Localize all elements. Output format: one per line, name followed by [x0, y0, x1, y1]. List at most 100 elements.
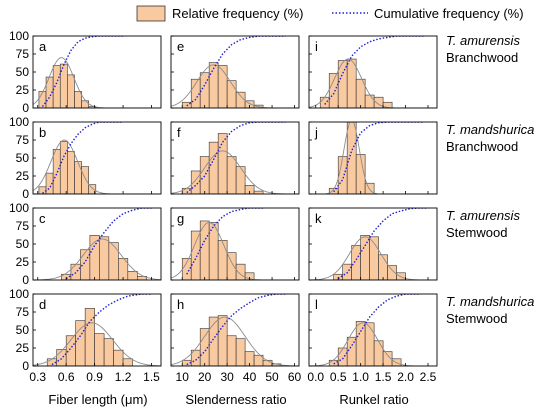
histogram-bar — [328, 73, 339, 108]
x-tick-label: 0.9 — [86, 370, 103, 384]
y-tick-label: 25 — [16, 341, 30, 355]
legend-relative-label: Relative frequency (%) — [172, 6, 304, 21]
histogram-bar — [364, 322, 375, 366]
histogram-bar — [373, 340, 384, 366]
cumulative-frequency-line — [51, 294, 152, 366]
y-tick-label: 75 — [16, 305, 30, 319]
panel-a: a — [32, 35, 162, 109]
panel-plot-area — [33, 36, 161, 108]
x-tick-label: 40 — [243, 370, 257, 384]
cumulative-frequency-line — [42, 122, 124, 194]
panel-plot-area — [171, 294, 299, 366]
cumulative-frequency-line — [186, 122, 286, 194]
normal-fit-curve — [33, 322, 161, 366]
y-tick-label: 50 — [16, 65, 30, 79]
panel-plot-area — [309, 294, 437, 366]
xlabel-slenderness-ratio: Slenderness ratio — [185, 392, 286, 407]
y-tick-label: 75 — [16, 47, 30, 61]
histogram-bar — [217, 133, 228, 194]
row-label-tissue-1: Branchwood — [446, 50, 518, 65]
histogram-bar — [360, 235, 370, 280]
panel-plot-area — [33, 208, 161, 280]
panel-plot-area — [309, 36, 437, 108]
panel-letter: e — [177, 39, 184, 54]
histogram-bar — [94, 333, 105, 366]
histogram-bar — [70, 263, 81, 280]
x-tick-label: 2.0 — [397, 370, 414, 384]
histogram-bar — [81, 100, 90, 108]
y-tick-label: 75 — [16, 133, 30, 147]
histogram-bar — [235, 338, 246, 366]
cumulative-frequency-line — [333, 294, 420, 365]
y-tick-label: 100 — [9, 29, 29, 43]
y-tick-label: 0 — [22, 273, 29, 287]
row-label-species-2: T. mandshurica — [446, 122, 534, 137]
cumulative-frequency-line — [186, 36, 286, 107]
x-tick-label: 0.6 — [58, 370, 75, 384]
panel-plot-area — [171, 208, 299, 280]
panel-letter: d — [39, 297, 46, 312]
y-tick-label: 25 — [16, 169, 30, 183]
panel-b: b — [32, 121, 162, 195]
histogram-bar — [74, 91, 82, 108]
histogram-bar — [208, 141, 219, 194]
y-tick-label: 0 — [22, 187, 29, 201]
panel-j: j — [308, 121, 438, 195]
histogram-bar — [99, 236, 110, 280]
cumulative-frequency-line — [337, 208, 429, 280]
histogram-bar — [217, 240, 228, 280]
histogram-bar — [127, 271, 138, 280]
xlabel-fiber-length: Fiber length (μm) — [48, 392, 147, 407]
cumulative-frequency-line — [333, 122, 424, 193]
panel-letter: l — [315, 297, 318, 312]
histogram-bar — [113, 349, 124, 366]
normal-fit-curve — [171, 221, 299, 280]
panel-c: c — [32, 207, 162, 281]
legend-relative-swatch — [136, 5, 166, 22]
panel-plot-area — [33, 122, 161, 194]
histogram-bar — [244, 100, 255, 108]
normal-fit-curve — [33, 238, 161, 280]
y-tick-label: 75 — [16, 219, 30, 233]
y-tick-label: 25 — [16, 255, 30, 269]
x-tick-label: 1.5 — [375, 370, 392, 384]
xlabel-runkel-ratio: Runkel ratio — [339, 392, 408, 407]
legend-cumulative-label: Cumulative frequency (%) — [374, 6, 524, 21]
x-tick-label: 1.0 — [352, 370, 369, 384]
histogram-bar — [244, 185, 255, 194]
histogram-bar — [190, 170, 201, 194]
histogram-bar — [346, 58, 357, 108]
x-tick-label: 20 — [198, 370, 212, 384]
x-tick-label: 50 — [265, 370, 279, 384]
x-tick-label: 1.5 — [143, 370, 160, 384]
y-tick-label: 50 — [16, 323, 30, 337]
panel-plot-area — [309, 122, 437, 194]
histogram-bar — [67, 151, 75, 194]
histogram-bar — [56, 349, 67, 366]
normal-fit-curve — [171, 316, 299, 366]
x-tick-label: 30 — [220, 370, 234, 384]
normal-fit-curve — [309, 58, 437, 108]
histogram-bar — [337, 156, 348, 194]
panel-k: k — [308, 207, 438, 281]
histogram-bar — [67, 74, 75, 108]
histogram-bar — [208, 222, 219, 280]
legend: Relative frequency (%) Cumulative freque… — [136, 5, 524, 22]
histogram-bar — [235, 91, 246, 108]
panel-grid: 0255075100025507510002550751000255075100… — [9, 29, 438, 384]
row-label-tissue-2: Branchwood — [446, 139, 518, 154]
histogram-bar — [217, 315, 228, 366]
x-tick-label: 0.5 — [330, 370, 347, 384]
cumulative-frequency-line — [186, 294, 286, 366]
histogram-bar — [235, 263, 246, 280]
cumulative-frequency-line — [186, 208, 264, 275]
histogram-bar — [217, 65, 228, 108]
row-label-tissue-4: Stemwood — [446, 311, 507, 326]
y-tick-label: 0 — [22, 359, 29, 373]
histogram-bar — [84, 308, 95, 366]
row-label-species-3: T. amurensis — [446, 208, 520, 223]
row-label-tissue-3: Stemwood — [446, 225, 507, 240]
normal-fit-curve — [33, 57, 161, 108]
column-xlabels: Fiber length (μm) Slenderness ratio Runk… — [48, 392, 408, 407]
